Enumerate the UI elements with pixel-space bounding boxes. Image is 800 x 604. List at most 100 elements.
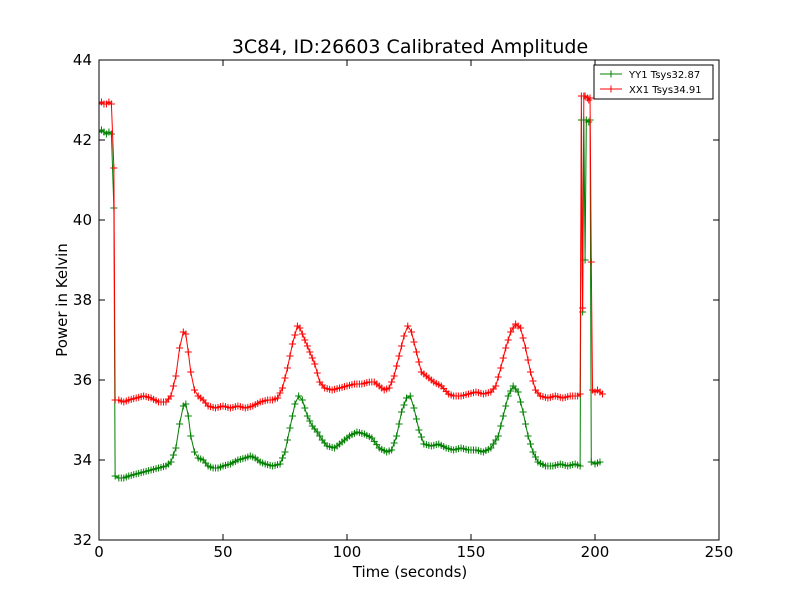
data-point-marker bbox=[407, 328, 415, 336]
data-point-marker bbox=[306, 348, 314, 356]
legend-item: YY1 Tsys32.87 bbox=[600, 70, 700, 81]
axis-ticks bbox=[98, 59, 720, 541]
y-tick-label: 44 bbox=[73, 51, 92, 69]
x-axis-label: Time (seconds) bbox=[352, 563, 468, 581]
data-point-marker bbox=[283, 364, 291, 372]
data-point-marker bbox=[406, 392, 414, 400]
data-point-marker bbox=[390, 372, 398, 380]
data-point-marker bbox=[587, 458, 595, 466]
data-point-marker bbox=[311, 360, 319, 368]
data-point-marker bbox=[298, 330, 306, 338]
data-point-marker bbox=[279, 384, 287, 392]
series-line bbox=[99, 95, 603, 409]
data-point-marker bbox=[169, 382, 177, 390]
data-point-marker bbox=[306, 417, 314, 425]
data-point-marker bbox=[499, 412, 507, 420]
data-point-marker bbox=[504, 336, 512, 344]
data-point-marker bbox=[489, 440, 497, 448]
data-point-marker bbox=[531, 453, 539, 461]
data-point-marker bbox=[497, 364, 505, 372]
data-point-marker bbox=[393, 432, 401, 440]
y-tick-label: 38 bbox=[73, 291, 92, 309]
data-point-marker bbox=[494, 432, 502, 440]
data-point-marker bbox=[519, 334, 527, 342]
data-point-marker bbox=[190, 386, 198, 394]
data-point-marker bbox=[288, 412, 296, 420]
data-point-marker bbox=[286, 424, 294, 432]
plot-area bbox=[98, 59, 720, 541]
data-point-marker bbox=[517, 324, 525, 332]
data-point-marker bbox=[598, 390, 606, 398]
data-point-marker bbox=[494, 373, 502, 381]
data-point-marker bbox=[400, 332, 408, 340]
data-point-marker bbox=[504, 392, 512, 400]
y-axis-label: Power in Kelvin bbox=[53, 243, 71, 357]
legend-box bbox=[593, 64, 714, 100]
data-point-marker bbox=[301, 404, 309, 412]
data-point-marker bbox=[388, 378, 396, 386]
data-point-marker bbox=[279, 454, 287, 462]
data-point-marker bbox=[291, 331, 299, 339]
data-point-marker bbox=[517, 398, 525, 406]
data-point-marker bbox=[276, 389, 284, 397]
data-point-marker bbox=[522, 420, 530, 428]
series-0 bbox=[99, 116, 604, 482]
data-point-marker bbox=[167, 392, 175, 400]
data-point-marker bbox=[107, 130, 115, 138]
data-point-marker bbox=[398, 342, 406, 350]
data-point-marker bbox=[576, 390, 584, 398]
data-point-marker bbox=[187, 432, 195, 440]
data-point-marker bbox=[410, 404, 418, 412]
data-point-marker bbox=[385, 384, 393, 392]
data-point-marker bbox=[187, 368, 195, 376]
data-point-marker bbox=[298, 396, 306, 404]
data-point-marker bbox=[176, 420, 184, 428]
data-point-marker bbox=[492, 382, 500, 390]
data-point-marker bbox=[395, 352, 403, 360]
data-point-marker bbox=[295, 392, 303, 400]
data-point-marker bbox=[527, 440, 535, 448]
data-point-marker bbox=[182, 400, 190, 408]
data-point-marker bbox=[182, 330, 190, 338]
y-tick-label: 40 bbox=[73, 211, 92, 229]
data-point-marker bbox=[579, 304, 587, 312]
data-point-marker bbox=[276, 460, 284, 468]
data-point-marker bbox=[415, 358, 423, 366]
data-point-marker bbox=[404, 322, 412, 330]
data-point-marker bbox=[296, 324, 304, 332]
legend-item: XX1 Tsys34.91 bbox=[600, 85, 702, 96]
data-point-marker bbox=[524, 432, 532, 440]
data-point-marker bbox=[281, 374, 289, 382]
data-point-marker bbox=[502, 344, 510, 352]
data-point-marker bbox=[390, 439, 398, 447]
data-point-marker bbox=[395, 420, 403, 428]
data-point-marker bbox=[283, 436, 291, 444]
x-tick-label: 200 bbox=[581, 543, 610, 561]
data-point-marker bbox=[519, 408, 527, 416]
data-point-marker bbox=[507, 328, 515, 336]
x-tick-label: 150 bbox=[457, 543, 486, 561]
data-point-marker bbox=[313, 428, 321, 436]
data-point-marker bbox=[388, 446, 396, 454]
x-tick-label: 0 bbox=[94, 543, 104, 561]
x-tick-label: 50 bbox=[213, 543, 232, 561]
data-point-marker bbox=[499, 354, 507, 362]
axis-tick-labels: 0 50 100 150 200 250 32 34 36 38 40 42 44 bbox=[73, 51, 733, 561]
data-point-marker bbox=[172, 444, 180, 452]
data-point-marker bbox=[497, 422, 505, 430]
data-point-marker bbox=[190, 448, 198, 456]
data-point-marker bbox=[313, 369, 321, 377]
data-point-marker bbox=[487, 444, 495, 452]
data-point-marker bbox=[529, 377, 537, 385]
data-point-marker bbox=[417, 433, 425, 441]
data-point-marker bbox=[412, 415, 420, 423]
data-point-marker bbox=[274, 394, 282, 402]
data-point-marker bbox=[172, 372, 180, 380]
data-point-marker bbox=[529, 448, 537, 456]
data-point-marker bbox=[316, 432, 324, 440]
data-point-marker bbox=[398, 408, 406, 416]
y-tick-label: 42 bbox=[73, 131, 92, 149]
data-point-marker bbox=[576, 462, 584, 470]
